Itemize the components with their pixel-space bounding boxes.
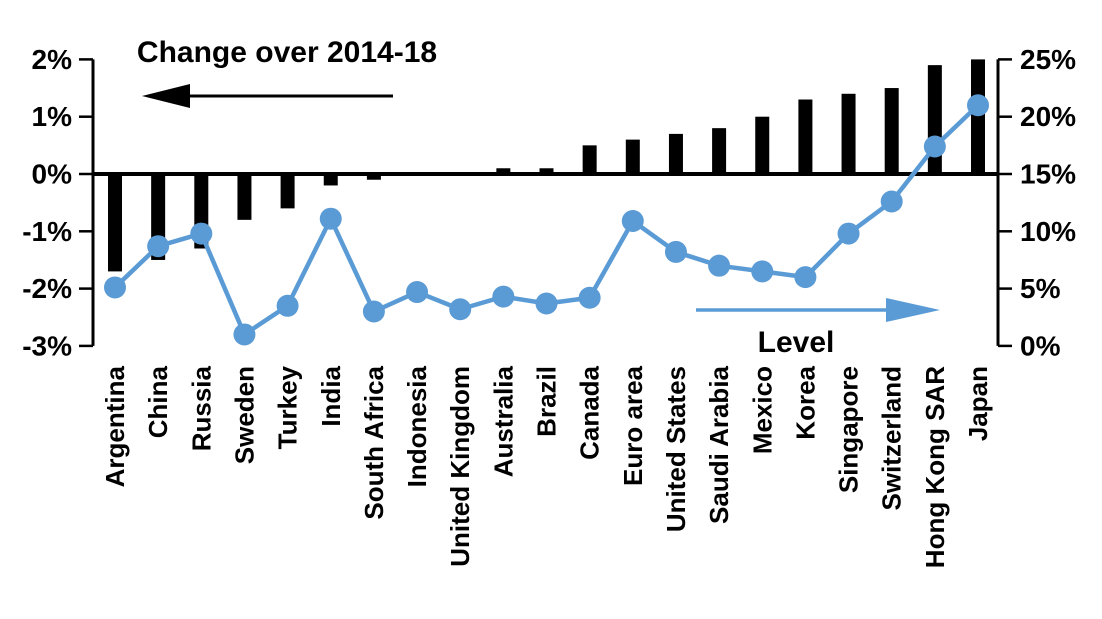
category-label-brazil: Brazil <box>532 366 562 437</box>
dot-saudi-arabia <box>708 254 731 277</box>
dot-indonesia <box>406 281 429 304</box>
category-label-south-africa: South Africa <box>359 365 389 519</box>
bar-united-states <box>668 133 683 174</box>
category-label-australia: Australia <box>488 365 518 477</box>
dot-mexico <box>751 260 774 283</box>
dot-switzerland <box>880 190 903 213</box>
category-label-hong-kong-sar: Hong Kong SAR <box>920 366 950 568</box>
category-label-china: China <box>143 365 173 438</box>
category-label-india: India <box>316 365 346 426</box>
category-label-canada: Canada <box>575 365 605 459</box>
category-label-russia: Russia <box>186 365 216 451</box>
bar-switzerland <box>884 88 899 174</box>
bar-brazil <box>539 168 554 174</box>
category-labels-layer: Argentina China Russia Sweden Turkey India Sou… <box>100 365 993 568</box>
dot-turkey <box>276 294 299 317</box>
line-layer <box>104 94 989 346</box>
category-label-sweden: Sweden <box>229 366 259 464</box>
bar-australia <box>496 168 511 174</box>
bar-euro-area <box>625 139 640 174</box>
dot-south-africa <box>362 300 385 323</box>
bar-india <box>323 174 338 186</box>
category-label-japan: Japan <box>963 366 993 441</box>
category-label-mexico: Mexico <box>747 366 777 454</box>
left-axis-tick-label: 0% <box>32 159 73 190</box>
dot-brazil <box>535 292 558 315</box>
dot-china <box>147 235 170 258</box>
right-axis-tick-label: 0% <box>1020 330 1061 361</box>
dot-hong-kong-sar <box>923 135 946 158</box>
bar-mexico <box>755 116 770 174</box>
bar-turkey <box>280 174 295 209</box>
line-series-title: Level <box>758 326 835 359</box>
dot-india <box>319 207 342 230</box>
category-label-singapore: Singapore <box>834 366 864 493</box>
category-label-saudi-arabia: Saudi Arabia <box>704 365 734 524</box>
bar-hong-kong-sar <box>927 65 942 174</box>
right-axis-tick-label: 5% <box>1020 273 1061 304</box>
dot-argentina <box>104 276 126 299</box>
right-axis-tick-label: 15% <box>1020 159 1076 190</box>
bar-japan <box>971 59 985 174</box>
bar-canada <box>582 145 597 174</box>
category-label-turkey: Turkey <box>273 365 303 449</box>
category-label-switzerland: Switzerland <box>877 366 907 510</box>
dot-united-states <box>664 240 687 263</box>
left-axis-tick-label: 2% <box>32 44 73 75</box>
dot-russia <box>190 222 213 245</box>
right-arrow-icon <box>696 298 940 322</box>
right-axis-tick-label: 20% <box>1020 101 1076 132</box>
category-label-korea: Korea <box>790 365 820 439</box>
bar-south-africa <box>366 174 381 180</box>
right-axis-tick-label: 25% <box>1020 44 1076 75</box>
bar-saudi-arabia <box>712 128 727 174</box>
axes-layer: 2% 1% 0% -1% -2% -3% 25% 20% 15% 10% 5% 0% <box>22 44 1076 361</box>
right-axis-tick-label: 10% <box>1020 216 1076 247</box>
dot-korea <box>794 266 817 289</box>
dot-australia <box>492 285 515 308</box>
left-arrow-icon <box>142 84 393 108</box>
left-axis-tick-label: -2% <box>22 273 72 304</box>
dot-japan <box>967 94 989 117</box>
bar-korea <box>798 99 813 174</box>
bar-series-title: Change over 2014-18 <box>137 36 437 69</box>
category-label-indonesia: Indonesia <box>402 365 432 487</box>
left-axis-tick-label: -3% <box>22 330 72 361</box>
left-axis-tick-label: 1% <box>32 101 73 132</box>
category-label-united-kingdom: United Kingdom <box>445 366 475 567</box>
dot-sweden <box>233 323 256 346</box>
dot-singapore <box>837 222 860 245</box>
left-axis-tick-label: -1% <box>22 216 72 247</box>
bar-argentina <box>108 174 122 272</box>
dot-canada <box>578 286 601 309</box>
category-label-united-states: United States <box>661 366 691 532</box>
category-label-euro-area: Euro area <box>618 365 648 485</box>
dot-euro-area <box>621 209 644 232</box>
bar-sweden <box>237 174 252 220</box>
category-label-argentina: Argentina <box>100 365 130 487</box>
bar-singapore <box>841 93 856 174</box>
dot-united-kingdom <box>449 298 472 321</box>
